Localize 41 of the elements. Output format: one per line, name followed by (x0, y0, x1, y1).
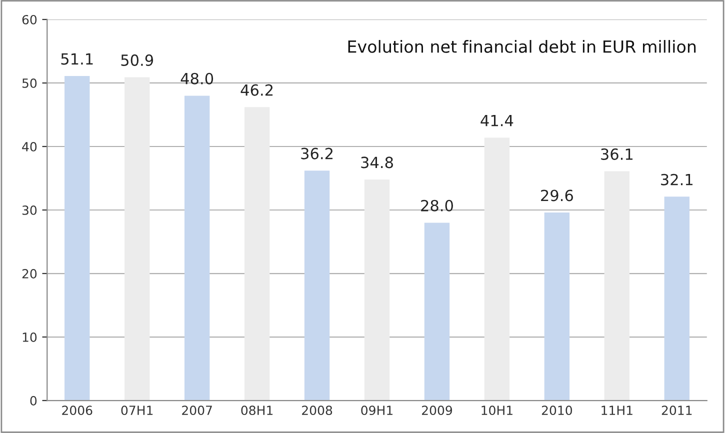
y-tick-label: 40 (22, 142, 37, 152)
data-label: 34.8 (361, 156, 393, 168)
x-tick-label: 2006 (62, 406, 92, 416)
x-tick-label: 08H1 (241, 406, 273, 416)
data-label: 36.1 (601, 148, 633, 160)
x-tick-label: 2008 (302, 406, 332, 416)
y-tick-label: 60 (22, 14, 37, 24)
bar (64, 76, 90, 401)
data-label: 29.6 (541, 190, 573, 202)
bar (364, 180, 390, 401)
data-label: 48.0 (180, 72, 214, 84)
data-label: 32.1 (661, 174, 692, 186)
x-tick-label: 2011 (662, 406, 692, 416)
x-tick-label: 10H1 (482, 406, 512, 416)
data-label: 51.1 (61, 53, 93, 65)
bar (244, 107, 270, 401)
bar (604, 171, 630, 401)
x-tick-label: 2010 (542, 406, 572, 416)
x-tick-label: 07H1 (121, 406, 153, 416)
data-label: 50.9 (121, 54, 154, 66)
bar (664, 196, 690, 401)
data-label: 28.0 (421, 200, 453, 212)
bar (304, 170, 330, 401)
y-tick-label: 10 (22, 332, 37, 342)
y-tick-label: 30 (22, 205, 37, 215)
bar (544, 212, 570, 401)
y-tick-label: 20 (22, 268, 37, 278)
bar (424, 222, 450, 401)
x-tick-label: 09H1 (361, 406, 392, 416)
data-label: 46.2 (240, 84, 273, 96)
data-label: 36.2 (301, 148, 332, 160)
bar (184, 96, 210, 401)
bar (124, 77, 150, 401)
y-tick-label: 0 (30, 396, 37, 406)
data-label: 41.4 (480, 114, 514, 126)
y-tick-label: 50 (22, 78, 37, 88)
bar (484, 138, 510, 401)
x-tick-label: 2009 (422, 406, 452, 416)
x-tick-label: 2007 (182, 406, 212, 416)
x-tick-label: 11H1 (602, 406, 632, 415)
text: Evolution net financial debt in EUR million (348, 40, 696, 53)
